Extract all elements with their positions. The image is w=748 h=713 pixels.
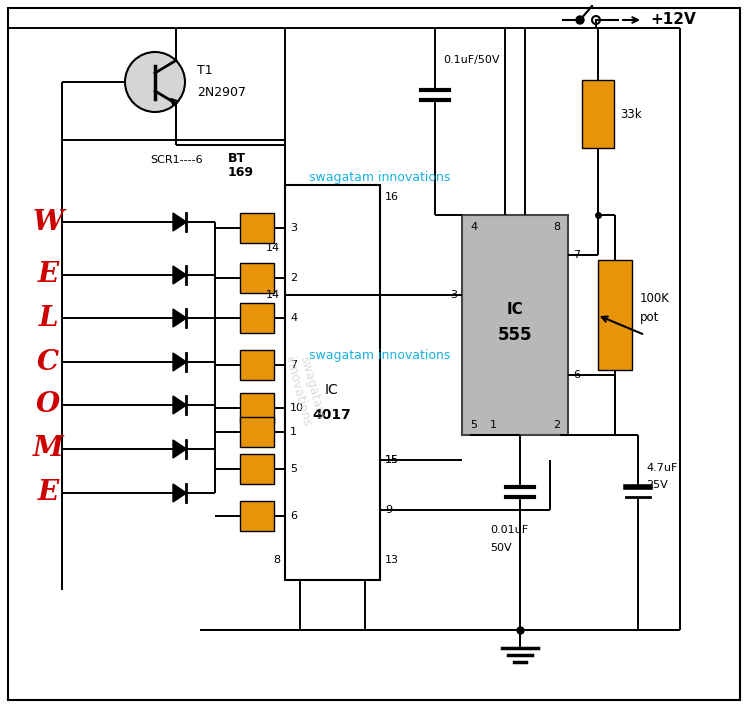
- Bar: [240, 350, 274, 380]
- Text: 8: 8: [273, 555, 280, 565]
- Text: 14: 14: [266, 290, 280, 300]
- Bar: [240, 454, 274, 484]
- Text: 2N2907: 2N2907: [197, 86, 246, 98]
- Text: 6: 6: [290, 511, 297, 521]
- Text: swagatam innovations: swagatam innovations: [310, 349, 451, 361]
- Text: 1: 1: [290, 427, 297, 437]
- Text: IC: IC: [506, 302, 524, 317]
- Bar: [285, 185, 380, 580]
- Text: 50V: 50V: [490, 543, 512, 553]
- Text: 5: 5: [470, 420, 477, 430]
- Text: 4.7uF: 4.7uF: [646, 463, 678, 473]
- Polygon shape: [173, 396, 186, 414]
- Text: 0.1uF/50V: 0.1uF/50V: [443, 55, 500, 65]
- Bar: [582, 80, 614, 148]
- Polygon shape: [173, 484, 186, 502]
- Text: 7: 7: [290, 360, 297, 370]
- Bar: [240, 213, 274, 243]
- Text: 0.01uF: 0.01uF: [490, 525, 528, 535]
- Text: pot: pot: [640, 312, 660, 324]
- Text: E: E: [37, 262, 58, 289]
- Bar: [462, 215, 568, 435]
- Polygon shape: [173, 309, 186, 327]
- Text: 15: 15: [385, 455, 399, 465]
- Circle shape: [592, 16, 600, 24]
- Text: 15: 15: [385, 455, 399, 465]
- Text: 6: 6: [573, 370, 580, 380]
- Text: 2: 2: [290, 273, 297, 283]
- Text: 3: 3: [290, 223, 297, 233]
- Bar: [598, 260, 632, 370]
- Text: 33k: 33k: [620, 108, 642, 121]
- Text: O: O: [36, 391, 60, 419]
- Text: IC: IC: [325, 383, 339, 397]
- Text: M: M: [33, 436, 64, 463]
- Text: 14: 14: [266, 243, 280, 253]
- Bar: [240, 393, 274, 423]
- Text: swagatam
innovations: swagatam innovations: [282, 352, 328, 429]
- Text: 2: 2: [553, 420, 560, 430]
- Bar: [240, 501, 274, 531]
- Polygon shape: [173, 213, 186, 231]
- Text: +12V: +12V: [650, 13, 696, 28]
- Polygon shape: [173, 266, 186, 284]
- Text: C: C: [37, 349, 59, 376]
- Text: 4: 4: [470, 222, 477, 232]
- Text: 1: 1: [490, 420, 497, 430]
- Text: swagatam innovations: swagatam innovations: [310, 172, 451, 185]
- Circle shape: [125, 52, 185, 112]
- Text: 9: 9: [385, 505, 392, 515]
- Bar: [240, 417, 274, 447]
- Text: 5: 5: [290, 464, 297, 474]
- Text: 4: 4: [290, 313, 297, 323]
- Text: SCR1----6: SCR1----6: [150, 155, 203, 165]
- Bar: [240, 263, 274, 293]
- Circle shape: [576, 16, 584, 24]
- Polygon shape: [173, 353, 186, 371]
- Text: 10: 10: [290, 403, 304, 413]
- Text: BT: BT: [228, 151, 246, 165]
- Text: 13: 13: [385, 555, 399, 565]
- Bar: [240, 303, 274, 333]
- Text: 100K: 100K: [640, 292, 670, 304]
- Text: 25V: 25V: [646, 480, 668, 490]
- Text: W: W: [32, 208, 64, 235]
- Text: L: L: [38, 304, 58, 332]
- Text: 4017: 4017: [313, 408, 352, 422]
- Text: 169: 169: [228, 167, 254, 180]
- Text: E: E: [37, 480, 58, 506]
- Text: 555: 555: [497, 326, 533, 344]
- Text: 8: 8: [553, 222, 560, 232]
- Text: 7: 7: [573, 250, 580, 260]
- Text: 16: 16: [385, 192, 399, 202]
- Text: T1: T1: [197, 63, 212, 76]
- Polygon shape: [173, 440, 186, 458]
- Text: 3: 3: [450, 290, 457, 300]
